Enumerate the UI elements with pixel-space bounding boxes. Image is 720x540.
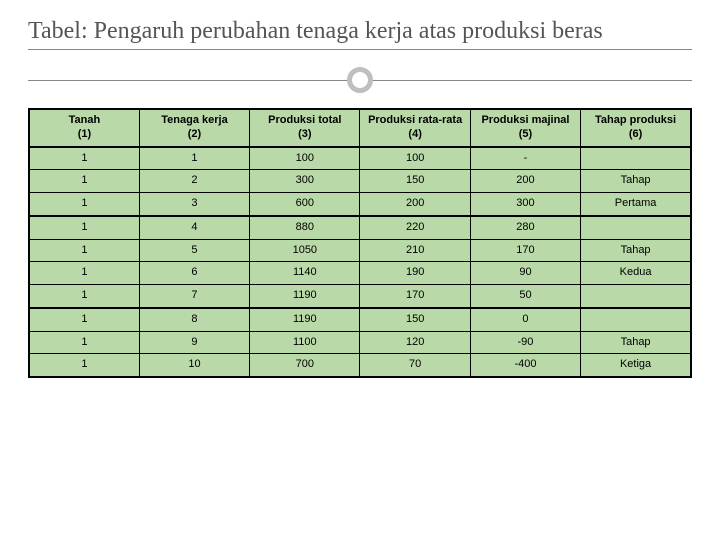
table-cell: 6 bbox=[139, 262, 249, 285]
table-cell: 200 bbox=[360, 193, 470, 216]
table-cell: 1 bbox=[29, 216, 139, 239]
table-row: 11070070-400Ketiga bbox=[29, 354, 691, 377]
table-cell: 70 bbox=[360, 354, 470, 377]
table-row: 12300150200Tahap bbox=[29, 170, 691, 193]
table-cell: 100 bbox=[250, 147, 360, 170]
table-header-cell: Produksi majinal (5) bbox=[470, 109, 580, 147]
table-cell: 5 bbox=[139, 239, 249, 262]
ring-icon bbox=[347, 67, 373, 93]
table-row: 1811901500 bbox=[29, 308, 691, 331]
table-cell: -90 bbox=[470, 331, 580, 354]
table-cell: - bbox=[470, 147, 580, 170]
column-number: (5) bbox=[473, 128, 578, 142]
table-cell bbox=[581, 216, 691, 239]
table-cell: 280 bbox=[470, 216, 580, 239]
table-cell: Tahap bbox=[581, 239, 691, 262]
table-cell bbox=[581, 285, 691, 308]
table-cell: 2 bbox=[139, 170, 249, 193]
table-cell: 9 bbox=[139, 331, 249, 354]
table-header-cell: Tahap produksi (6) bbox=[581, 109, 691, 147]
table-cell: 100 bbox=[360, 147, 470, 170]
column-label: Tahap produksi bbox=[595, 114, 676, 126]
table-row: 151050210170Tahap bbox=[29, 239, 691, 262]
table-cell: 1140 bbox=[250, 262, 360, 285]
table-cell: 50 bbox=[470, 285, 580, 308]
table-cell: Pertama bbox=[581, 193, 691, 216]
table-cell: 170 bbox=[470, 239, 580, 262]
table-cell: 10 bbox=[139, 354, 249, 377]
table-cell: Tahap bbox=[581, 170, 691, 193]
table-row: 13600200300Pertama bbox=[29, 193, 691, 216]
table-cell: 150 bbox=[360, 308, 470, 331]
table-cell: 1 bbox=[29, 170, 139, 193]
table-cell: 880 bbox=[250, 216, 360, 239]
column-label: Tenaga kerja bbox=[161, 114, 227, 126]
column-number: (3) bbox=[252, 128, 357, 142]
table-cell: 1 bbox=[29, 193, 139, 216]
table-cell: 1190 bbox=[250, 308, 360, 331]
table-cell: 1 bbox=[139, 147, 249, 170]
table-cell: 8 bbox=[139, 308, 249, 331]
table-cell: 1 bbox=[29, 285, 139, 308]
table-header-cell: Produksi total (3) bbox=[250, 109, 360, 147]
table-cell: 700 bbox=[250, 354, 360, 377]
table-cell: 1 bbox=[29, 331, 139, 354]
table-cell bbox=[581, 308, 691, 331]
table-row: 17119017050 bbox=[29, 285, 691, 308]
table-cell: 210 bbox=[360, 239, 470, 262]
table-cell: 1 bbox=[29, 308, 139, 331]
table-cell: 0 bbox=[470, 308, 580, 331]
table-row: 11100100- bbox=[29, 147, 691, 170]
column-label: Produksi rata-rata bbox=[368, 114, 462, 126]
column-number: (6) bbox=[583, 128, 688, 142]
table-header-cell: Tenaga kerja (2) bbox=[139, 109, 249, 147]
table-cell: 300 bbox=[250, 170, 360, 193]
table-cell: 4 bbox=[139, 216, 249, 239]
column-label: Tanah bbox=[69, 114, 101, 126]
table-cell: Tahap bbox=[581, 331, 691, 354]
table-cell: 1100 bbox=[250, 331, 360, 354]
table-header-cell: Tanah (1) bbox=[29, 109, 139, 147]
column-label: Produksi majinal bbox=[481, 114, 569, 126]
table-cell: 120 bbox=[360, 331, 470, 354]
table-cell: 90 bbox=[470, 262, 580, 285]
column-number: (2) bbox=[142, 128, 247, 142]
table-cell: 600 bbox=[250, 193, 360, 216]
column-label: Produksi total bbox=[268, 114, 341, 126]
table-cell: -400 bbox=[470, 354, 580, 377]
page-title: Tabel: Pengaruh perubahan tenaga kerja a… bbox=[28, 18, 692, 50]
column-number: (4) bbox=[362, 128, 467, 142]
table-cell: 7 bbox=[139, 285, 249, 308]
production-table: Tanah (1) Tenaga kerja (2) Produksi total (3)… bbox=[28, 108, 692, 378]
divider bbox=[28, 62, 692, 98]
table-cell: Ketiga bbox=[581, 354, 691, 377]
table-cell: 1 bbox=[29, 354, 139, 377]
table-cell: 3 bbox=[139, 193, 249, 216]
table-row: 16114019090Kedua bbox=[29, 262, 691, 285]
table-cell: Kedua bbox=[581, 262, 691, 285]
table-cell: 300 bbox=[470, 193, 580, 216]
table-cell: 1190 bbox=[250, 285, 360, 308]
table-cell: 190 bbox=[360, 262, 470, 285]
table-cell: 1 bbox=[29, 262, 139, 285]
table-cell bbox=[581, 147, 691, 170]
table-cell: 200 bbox=[470, 170, 580, 193]
table-cell: 1 bbox=[29, 239, 139, 262]
table-cell: 150 bbox=[360, 170, 470, 193]
table-row: 14880220280 bbox=[29, 216, 691, 239]
table-cell: 1 bbox=[29, 147, 139, 170]
table-cell: 1050 bbox=[250, 239, 360, 262]
table-cell: 220 bbox=[360, 216, 470, 239]
column-number: (1) bbox=[32, 128, 137, 142]
table-header-row: Tanah (1) Tenaga kerja (2) Produksi total (3)… bbox=[29, 109, 691, 147]
table-row: 191100120-90Tahap bbox=[29, 331, 691, 354]
table-cell: 170 bbox=[360, 285, 470, 308]
table-header-cell: Produksi rata-rata (4) bbox=[360, 109, 470, 147]
